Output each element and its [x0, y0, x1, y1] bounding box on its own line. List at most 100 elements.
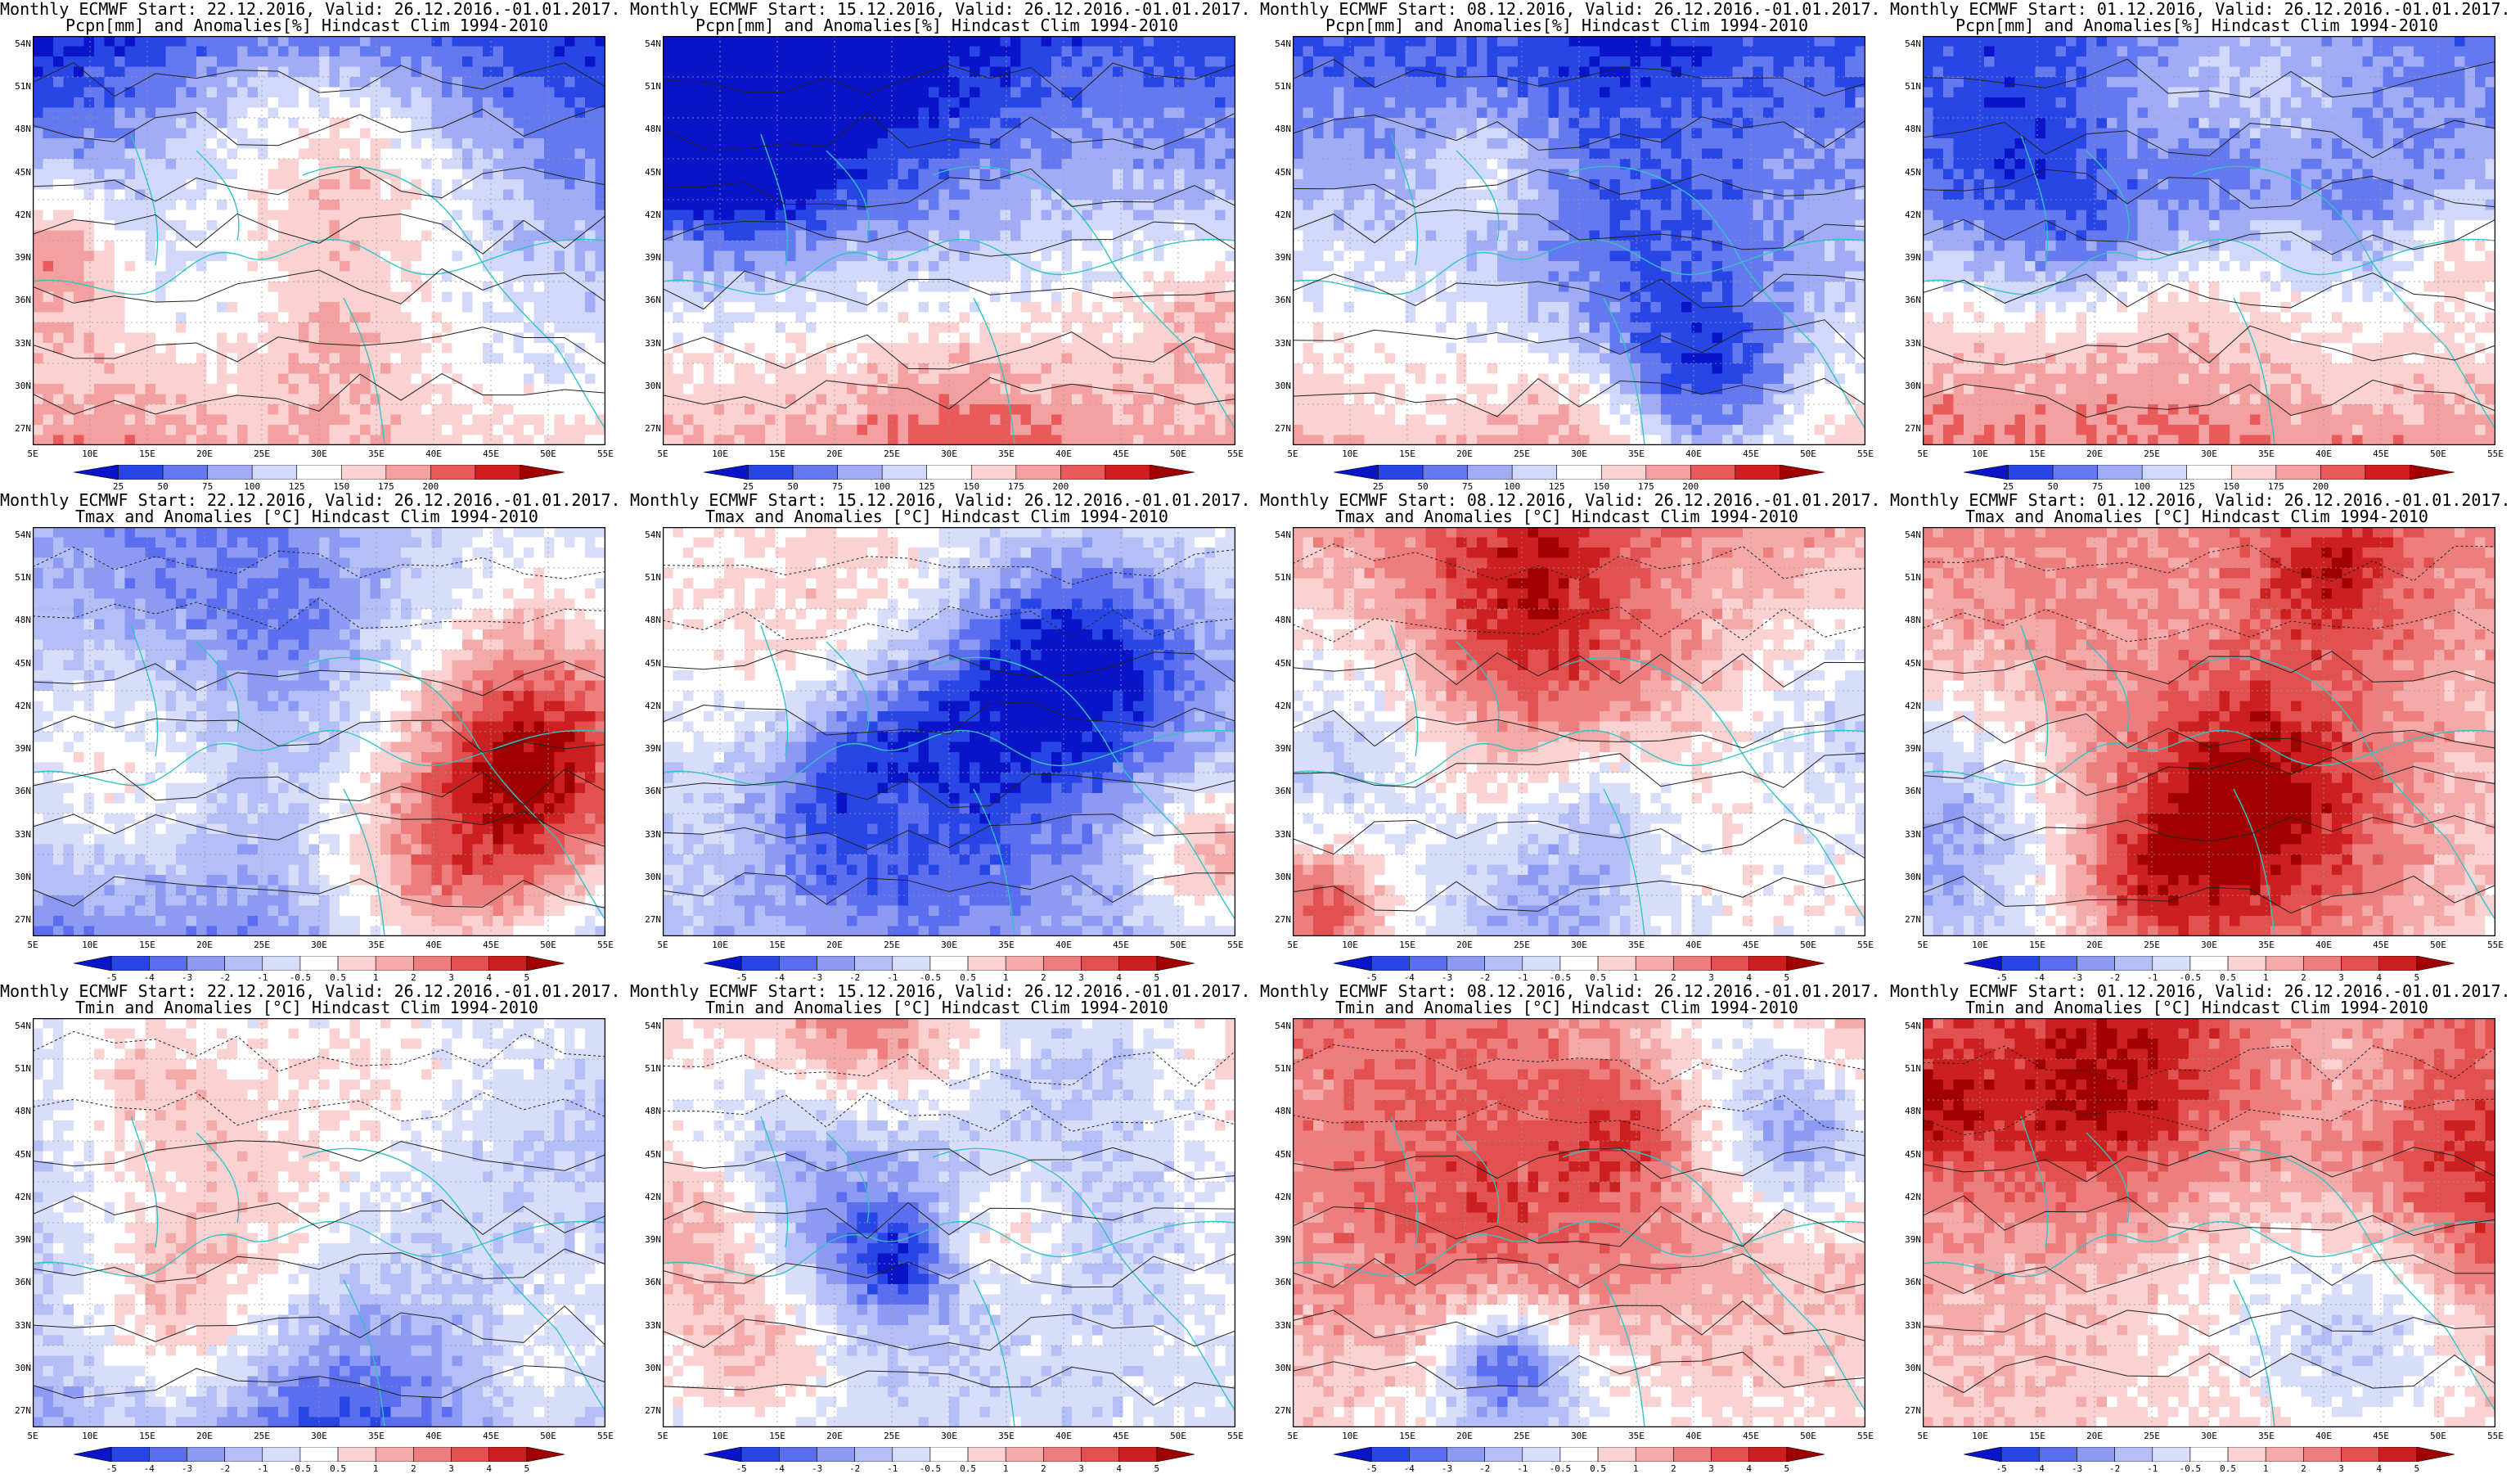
- colorbar-segment: [2379, 1447, 2417, 1462]
- latitude-label: 45N: [635, 658, 661, 669]
- colorbar: [704, 465, 1195, 480]
- colorbar-segment: [2276, 465, 2321, 480]
- longitude-label: 45E: [2365, 1431, 2397, 1441]
- latitude-label: 54N: [1895, 1021, 1921, 1031]
- map-panel: Monthly ECMWF Start: 08.12.2016, Valid: …: [1260, 0, 1890, 491]
- colorbar: [1334, 1447, 1825, 1462]
- colorbar-segment: [968, 956, 1006, 971]
- colorbar-segment: [263, 1447, 300, 1462]
- latitude-label: 36N: [1895, 1277, 1921, 1287]
- colorbar-label: -4: [1393, 1463, 1425, 1474]
- latitude-label: 54N: [1265, 530, 1291, 540]
- longitude-label: 50E: [1792, 449, 1825, 459]
- colorbar-segment: [1006, 956, 1043, 971]
- colorbar-segment: [111, 956, 149, 971]
- latitude-label: 42N: [1265, 210, 1291, 220]
- latitude-label: 33N: [1895, 338, 1921, 349]
- longitude-label: 35E: [1620, 940, 1653, 950]
- longitude-label: 50E: [1162, 940, 1195, 950]
- colorbar: [1334, 956, 1825, 971]
- longitude-label: 30E: [303, 1431, 335, 1441]
- colorbar-segment: [1157, 956, 1195, 971]
- colorbar-label: -1: [876, 1463, 909, 1474]
- longitude-label: 20E: [818, 940, 851, 950]
- longitude-label: 15E: [761, 449, 794, 459]
- colorbar-label: -0.5: [2174, 1463, 2207, 1474]
- colorbar-label: 2: [1657, 1463, 1690, 1474]
- longitude-label: 35E: [360, 1431, 393, 1441]
- colorbar-segment: [1560, 956, 1598, 971]
- colorbar-segment: [1334, 465, 1379, 480]
- latitude-label: 36N: [1895, 786, 1921, 796]
- latitude-label: 51N: [1265, 1063, 1291, 1074]
- latitude-label: 39N: [635, 1234, 661, 1245]
- latitude-label: 42N: [1265, 701, 1291, 711]
- colorbar-segment: [1334, 956, 1371, 971]
- longitude-label: 55E: [2479, 1431, 2512, 1441]
- longitude-label: 20E: [2078, 449, 2111, 459]
- anomaly-map-svg: [663, 36, 1235, 445]
- latitude-label: 27N: [1265, 1405, 1291, 1416]
- colorbar-label: 3: [1695, 1463, 1728, 1474]
- colorbar-segment: [341, 465, 386, 480]
- colorbar-label: 1: [2249, 1463, 2282, 1474]
- latitude-label: 45N: [1265, 1149, 1291, 1160]
- colorbar-segment: [930, 1447, 968, 1462]
- latitude-label: 30N: [1895, 1363, 1921, 1373]
- colorbar-segment: [1673, 956, 1711, 971]
- anomaly-map: [33, 527, 605, 936]
- colorbar-segment: [1485, 1447, 1523, 1462]
- colorbar-label: -1: [246, 1463, 279, 1474]
- longitude-label: 15E: [2021, 940, 2054, 950]
- colorbar-segment: [74, 956, 111, 971]
- colorbar-segment: [1601, 465, 1646, 480]
- latitude-label: 27N: [635, 914, 661, 925]
- colorbar-segment: [149, 956, 187, 971]
- latitude-label: 39N: [5, 252, 31, 263]
- latitude-label: 48N: [5, 615, 31, 625]
- longitude-label: 10E: [1964, 449, 1996, 459]
- latitude-label: 54N: [5, 530, 31, 540]
- latitude-label: 42N: [635, 701, 661, 711]
- colorbar-segment: [2266, 956, 2303, 971]
- colorbar-segment: [1523, 956, 1560, 971]
- colorbar-segment: [376, 1447, 413, 1462]
- colorbar-segment: [1371, 956, 1409, 971]
- colorbar-segment: [2077, 956, 2114, 971]
- latitude-label: 45N: [5, 167, 31, 178]
- colorbar-segment: [1016, 465, 1061, 480]
- latitude-label: 39N: [5, 743, 31, 754]
- latitude-label: 30N: [635, 381, 661, 391]
- latitude-label: 30N: [1265, 1363, 1291, 1373]
- longitude-label: 10E: [1334, 940, 1366, 950]
- longitude-label: 10E: [704, 1431, 736, 1441]
- colorbar-segment: [2303, 1447, 2341, 1462]
- colorbar-segment: [1598, 1447, 1636, 1462]
- colorbar-segment: [2410, 465, 2455, 480]
- latitude-label: 45N: [635, 1149, 661, 1160]
- latitude-label: 42N: [1895, 210, 1921, 220]
- latitude-label: 51N: [635, 81, 661, 92]
- latitude-label: 48N: [1895, 124, 1921, 134]
- colorbar-label: 2: [397, 1463, 430, 1474]
- colorbar-segment: [1082, 1447, 1119, 1462]
- colorbar-label: -1: [1506, 1463, 1539, 1474]
- colorbar-segment: [2001, 1447, 2039, 1462]
- anomaly-map: [663, 1018, 1235, 1427]
- colorbar-segment: [2417, 956, 2455, 971]
- longitude-label: 20E: [188, 940, 221, 950]
- colorbar-segment: [2153, 1447, 2190, 1462]
- map-panel: Monthly ECMWF Start: 01.12.2016, Valid: …: [1890, 491, 2520, 982]
- colorbar-label: 5: [1141, 1463, 1173, 1474]
- colorbar-segment: [1447, 956, 1484, 971]
- longitude-label: 25E: [2135, 940, 2168, 950]
- colorbar-segment: [2228, 956, 2266, 971]
- latitude-label: 39N: [1895, 743, 1921, 754]
- colorbar-segment: [1119, 1447, 1157, 1462]
- anomaly-map-svg: [1923, 1018, 2495, 1427]
- longitude-label: 5E: [1276, 940, 1309, 950]
- colorbar-segment: [1636, 956, 1673, 971]
- latitude-label: 33N: [5, 1320, 31, 1331]
- latitude-label: 36N: [1265, 1277, 1291, 1287]
- anomaly-map: [1293, 527, 1865, 936]
